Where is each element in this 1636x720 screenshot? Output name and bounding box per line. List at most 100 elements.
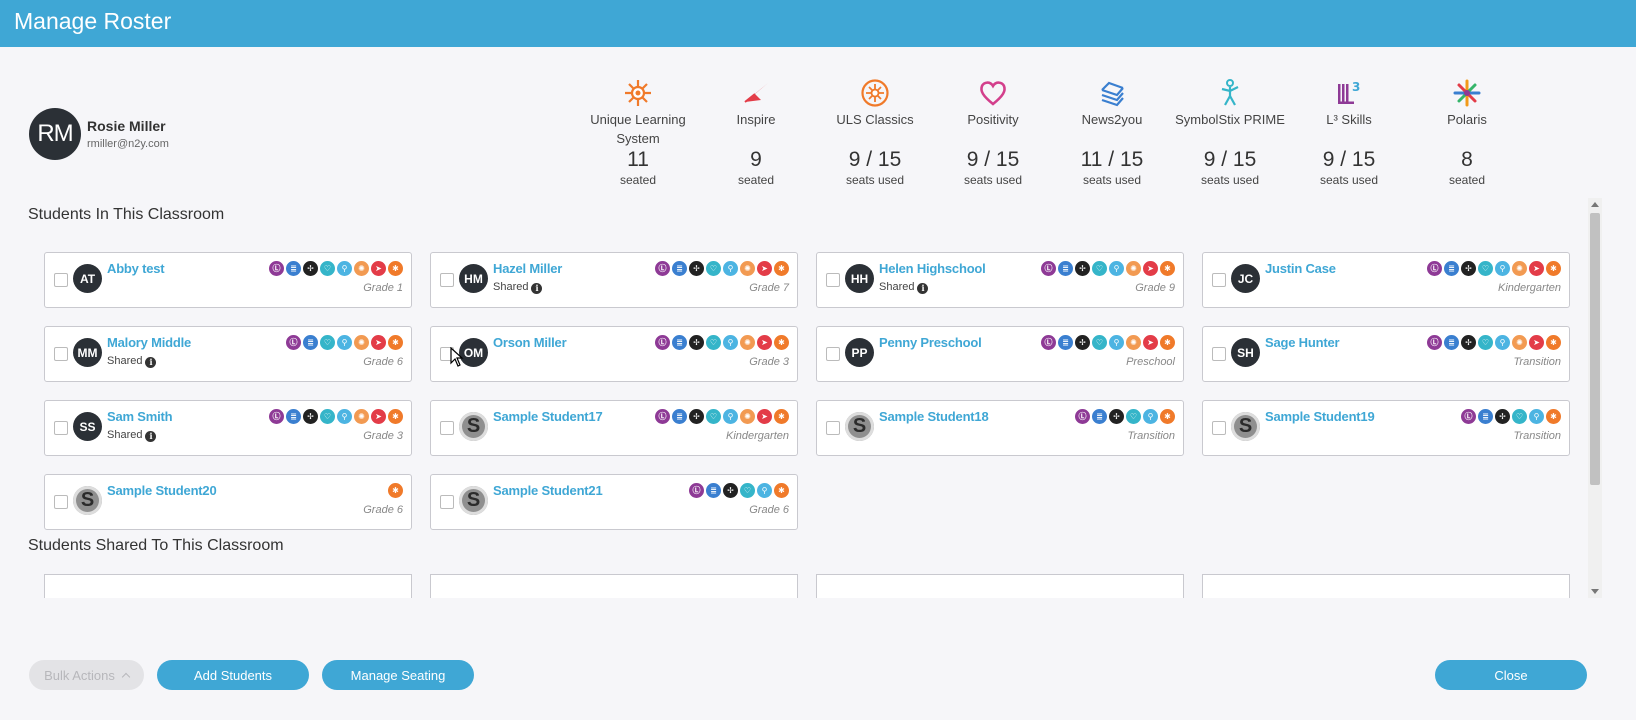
student-name-link[interactable]: Sam Smith bbox=[107, 409, 173, 424]
student-select-checkbox[interactable] bbox=[1212, 421, 1226, 435]
student-select-checkbox[interactable] bbox=[826, 347, 840, 361]
news2you-icon: ≣ bbox=[1092, 409, 1107, 424]
student-name-link[interactable]: Sample Student20 bbox=[107, 483, 217, 498]
student-card[interactable]: MM Malory Middle Shared i Grade 6 Ⓛ ≣ ♡ ⚲ ✺ ➤ ✱ bbox=[44, 326, 412, 382]
positivity-icon: ♡ bbox=[1512, 409, 1527, 424]
l3-skills-icon: Ⓛ bbox=[655, 335, 670, 350]
scroll-down-arrow-icon[interactable] bbox=[1591, 589, 1599, 594]
student-select-checkbox[interactable] bbox=[54, 347, 68, 361]
student-select-checkbox[interactable] bbox=[826, 421, 840, 435]
info-icon[interactable]: i bbox=[531, 283, 543, 294]
student-name-link[interactable]: Abby test bbox=[107, 261, 165, 276]
news2you-icon: ≣ bbox=[303, 335, 318, 350]
symbolstix-icon: ⚲ bbox=[723, 261, 738, 276]
add-students-button[interactable]: Add Students bbox=[157, 660, 309, 690]
info-icon[interactable]: i bbox=[145, 357, 157, 368]
student-card[interactable]: S Sample Student17 Kindergarten Ⓛ ≣ ✢ ♡ ⚲ ✺ ➤ ✱ bbox=[430, 400, 798, 456]
student-product-icons: Ⓛ ≣ ♡ ⚲ ✺ ➤ ✱ bbox=[286, 335, 403, 350]
student-card[interactable]: AT Abby test Grade 1 Ⓛ ≣ ✢ ♡ ⚲ ✺ ➤ ✱ bbox=[44, 252, 412, 308]
product-news2you: News2you 11 / 15 seats used bbox=[1050, 78, 1174, 188]
student-name-link[interactable]: Helen Highschool bbox=[879, 261, 986, 276]
positivity-icon: ♡ bbox=[740, 483, 755, 498]
student-card[interactable]: HM Hazel Miller Shared i Grade 7 Ⓛ ≣ ✢ ♡ ⚲ ✺ ➤ ✱ bbox=[430, 252, 798, 308]
student-name-link[interactable]: Sample Student19 bbox=[1265, 409, 1375, 424]
svg-text:3: 3 bbox=[1352, 80, 1360, 94]
uls-classics-icon: ✺ bbox=[354, 335, 369, 350]
scrollbar-thumb[interactable] bbox=[1590, 213, 1600, 485]
student-select-checkbox[interactable] bbox=[1212, 347, 1226, 361]
product-seat-count: 11 bbox=[627, 148, 649, 171]
student-select-checkbox[interactable] bbox=[826, 273, 840, 287]
student-grade: Grade 1 bbox=[363, 282, 403, 294]
student-name-link[interactable]: Sample Student18 bbox=[879, 409, 989, 424]
student-card[interactable]: S Sample Student20 Grade 6 ✱ bbox=[44, 474, 412, 530]
student-card[interactable]: S Sample Student19 Transition Ⓛ ≣ ✢ ♡ ⚲ ✱ bbox=[1202, 400, 1570, 456]
info-icon[interactable]: i bbox=[145, 431, 157, 442]
symbolstix-icon: ⚲ bbox=[1109, 335, 1124, 350]
student-name-link[interactable]: Justin Case bbox=[1265, 261, 1336, 276]
inspire-icon: ➤ bbox=[371, 409, 386, 424]
student-product-icons: Ⓛ ≣ ✢ ♡ ⚲ ✺ ➤ ✱ bbox=[655, 409, 789, 424]
l3-skills-icon: Ⓛ bbox=[1075, 409, 1090, 424]
student-card-partial[interactable] bbox=[816, 574, 1184, 598]
bulk-actions-button[interactable]: Bulk Actions bbox=[29, 660, 144, 690]
uls-classics-icon: ✺ bbox=[1512, 261, 1527, 276]
l3-skills-icon: Ⓛ bbox=[1427, 261, 1442, 276]
info-icon[interactable]: i bbox=[917, 283, 929, 294]
symbolstix-icon: ⚲ bbox=[337, 261, 352, 276]
product-seat-count: 9 bbox=[750, 148, 762, 171]
student-name-link[interactable]: Penny Preschool bbox=[879, 335, 982, 350]
student-card-partial[interactable] bbox=[430, 574, 798, 598]
student-avatar: OM bbox=[459, 338, 488, 367]
product-seat-label: seats used bbox=[1319, 173, 1379, 187]
inspire-icon: ➤ bbox=[757, 261, 772, 276]
news2you-icon: ≣ bbox=[672, 409, 687, 424]
student-card[interactable]: SS Sam Smith Shared i Grade 3 Ⓛ ≣ ✢ ♡ ⚲ ✺ ➤ ✱ bbox=[44, 400, 412, 456]
manage-seating-button[interactable]: Manage Seating bbox=[322, 660, 474, 690]
l3-skills-icon: Ⓛ bbox=[286, 335, 301, 350]
student-card[interactable]: OM Orson Miller Grade 3 Ⓛ ≣ ✢ ♡ ⚲ ✺ ➤ ✱ bbox=[430, 326, 798, 382]
student-card[interactable]: HH Helen Highschool Shared i Grade 9 Ⓛ ≣ ✢ ♡ ⚲ ✺ ➤ ✱ bbox=[816, 252, 1184, 308]
student-card[interactable]: S Sample Student18 Transition Ⓛ ≣ ✢ ♡ ⚲ ✱ bbox=[816, 400, 1184, 456]
student-card-partial[interactable] bbox=[1202, 574, 1570, 598]
student-name-link[interactable]: Hazel Miller bbox=[493, 261, 563, 276]
student-card-partial[interactable] bbox=[44, 574, 412, 598]
polaris-icon: ✢ bbox=[1075, 335, 1090, 350]
student-avatar: AT bbox=[73, 264, 102, 293]
student-select-checkbox[interactable] bbox=[54, 495, 68, 509]
scroll-up-arrow-icon[interactable] bbox=[1591, 202, 1599, 207]
student-name-link[interactable]: Malory Middle bbox=[107, 335, 192, 350]
student-select-checkbox[interactable] bbox=[440, 273, 454, 287]
unique-learning-icon: ✱ bbox=[388, 483, 403, 498]
shared-indicator: Shared i bbox=[493, 281, 543, 294]
unique-learning-icon: ✱ bbox=[388, 335, 403, 350]
symbolstix-icon: ⚲ bbox=[337, 335, 352, 350]
symbolstix-icon: ⚲ bbox=[1529, 409, 1544, 424]
student-name-link[interactable]: Sage Hunter bbox=[1265, 335, 1340, 350]
student-select-checkbox[interactable] bbox=[440, 421, 454, 435]
close-button[interactable]: Close bbox=[1435, 660, 1587, 690]
scrollbar[interactable] bbox=[1588, 198, 1602, 598]
student-select-checkbox[interactable] bbox=[1212, 273, 1226, 287]
student-product-icons: Ⓛ ≣ ✢ ♡ ⚲ ✱ bbox=[1075, 409, 1175, 424]
student-product-icons: Ⓛ ≣ ✢ ♡ ⚲ ✺ ➤ ✱ bbox=[1427, 335, 1561, 350]
student-name-link[interactable]: Sample Student17 bbox=[493, 409, 603, 424]
student-card[interactable]: S Sample Student21 Grade 6 Ⓛ ≣ ✢ ♡ ⚲ ✱ bbox=[430, 474, 798, 530]
student-avatar: MM bbox=[73, 338, 102, 367]
student-list-scroll-area[interactable]: Students In This Classroom Students Shar… bbox=[0, 198, 1588, 598]
student-select-checkbox[interactable] bbox=[54, 421, 68, 435]
product-seat-label: seated bbox=[619, 173, 657, 187]
positivity-icon: ♡ bbox=[1092, 261, 1107, 276]
student-card[interactable]: PP Penny Preschool Preschool Ⓛ ≣ ✢ ♡ ⚲ ✺ ➤ ✱ bbox=[816, 326, 1184, 382]
news2you-icon: ≣ bbox=[672, 335, 687, 350]
student-card[interactable]: SH Sage Hunter Transition Ⓛ ≣ ✢ ♡ ⚲ ✺ ➤ ✱ bbox=[1202, 326, 1570, 382]
unique-learning-icon: ✱ bbox=[1160, 261, 1175, 276]
student-name-link[interactable]: Orson Miller bbox=[493, 335, 567, 350]
symbolstix-icon bbox=[1215, 78, 1245, 108]
student-select-checkbox[interactable] bbox=[440, 495, 454, 509]
product-name: Positivity bbox=[967, 112, 1019, 127]
l3-skills-icon: Ⓛ bbox=[1427, 335, 1442, 350]
student-select-checkbox[interactable] bbox=[54, 273, 68, 287]
student-name-link[interactable]: Sample Student21 bbox=[493, 483, 603, 498]
student-card[interactable]: JC Justin Case Kindergarten Ⓛ ≣ ✢ ♡ ⚲ ✺ ➤ ✱ bbox=[1202, 252, 1570, 308]
